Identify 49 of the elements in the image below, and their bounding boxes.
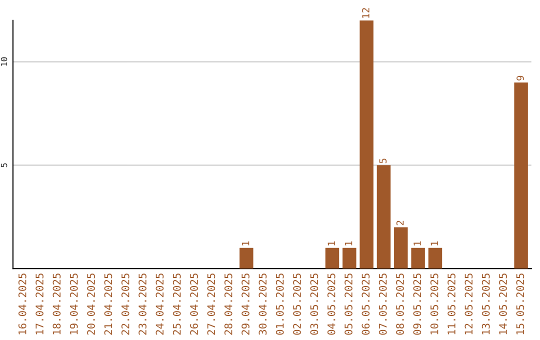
data-label: 12 <box>362 8 370 18</box>
x-tick-label: 16.04.2025 <box>18 274 26 334</box>
x-tick-label: 05.05.2025 <box>344 274 352 335</box>
x-tick-label: 07.05.2025 <box>378 274 387 335</box>
x-tick-label: 28.04.2025 <box>224 274 232 335</box>
x-tick-label: 01.05.2025 <box>276 274 284 335</box>
bar <box>428 248 442 269</box>
x-tick-label: 22.04.2025 <box>121 274 130 335</box>
data-label: 1 <box>328 241 335 246</box>
x-tick-label: 14.05.2025 <box>499 274 507 334</box>
data-label: 1 <box>430 241 438 246</box>
x-tick-label: 12.05.2025 <box>464 274 473 334</box>
bar <box>342 248 356 269</box>
bar <box>325 248 340 269</box>
x-tick-label: 21.04.2025 <box>104 274 112 335</box>
x-tick-label: 20.04.2025 <box>87 274 95 335</box>
x-tick-label: 03.05.2025 <box>310 274 318 335</box>
bar <box>394 227 408 269</box>
data-label: 1 <box>345 241 352 246</box>
bar <box>240 248 254 269</box>
bar <box>360 20 374 269</box>
bar <box>376 165 391 269</box>
x-tick-label: 23.04.2025 <box>138 274 146 335</box>
x-tick-label: 11.05.2025 <box>448 274 456 334</box>
data-label: 2 <box>396 220 404 226</box>
x-tick-label: 08.05.2025 <box>396 274 404 335</box>
y-tick-label: 10 <box>0 57 8 66</box>
x-tick-label: 27.04.2025 <box>207 274 216 335</box>
x-tick-label: 24.04.2025 <box>156 274 164 335</box>
x-tick-label: 19.04.2025 <box>70 274 78 334</box>
x-tick-label: 02.05.2025 <box>293 274 301 335</box>
x-tick-label: 29.04.2025 <box>242 274 250 335</box>
x-tick-label: 26.04.2025 <box>190 274 198 335</box>
x-tick-label: 18.04.2025 <box>52 274 61 334</box>
x-tick-label: 30.04.2025 <box>258 274 267 335</box>
x-tick-label: 04.05.2025 <box>327 274 336 335</box>
x-tick-label: 06.05.2025 <box>362 274 370 335</box>
data-label: 9 <box>516 76 524 80</box>
x-tick-label: 15.05.2025 <box>516 274 524 334</box>
data-label: 5 <box>379 158 387 164</box>
bar <box>411 248 425 269</box>
data-label: 1 <box>414 241 421 246</box>
x-tick-label: 17.04.2025 <box>36 274 44 334</box>
bar <box>514 82 528 269</box>
x-tick-label: 13.05.2025 <box>482 274 490 334</box>
x-tick-label: 09.05.2025 <box>413 274 422 335</box>
x-tick-label: 25.04.2025 <box>172 274 181 335</box>
x-tick-label: 10.05.2025 <box>430 274 438 334</box>
data-label: 1 <box>242 241 250 246</box>
